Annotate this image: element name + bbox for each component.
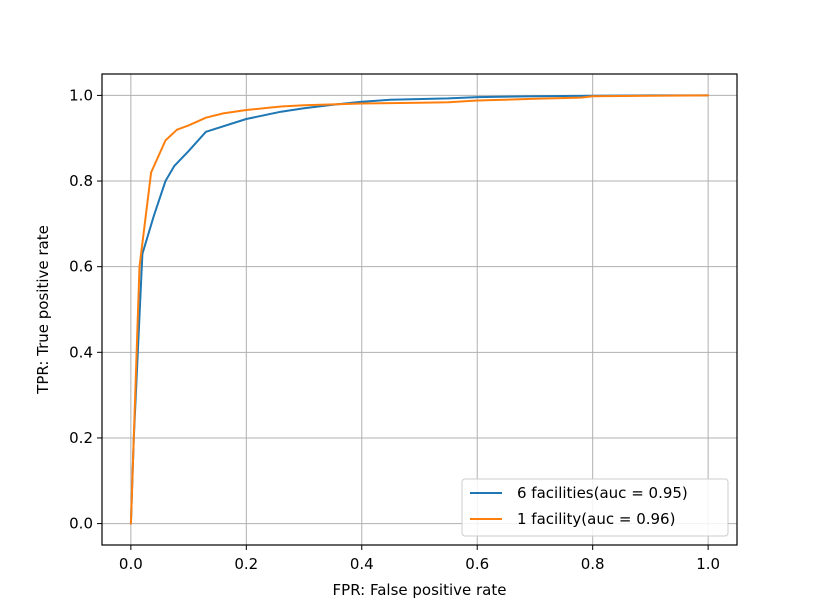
series-lines [129,94,710,525]
axis-ticks: 0.0 0.2 0.4 0.6 0.8 1.0 0.0 0.2 0.4 0.6 0.8 1.0 [69,86,720,573]
x-tick-label: 0.8 [581,555,605,573]
y-tick-label: 0.0 [69,515,93,533]
y-axis-label: TPR: True positive rate [34,225,52,395]
legend-label-2: 1 facility(auc = 0.96) [517,510,675,528]
x-tick-label: 0.0 [119,555,143,573]
x-tick-label: 0.2 [234,555,258,573]
x-axis-label: FPR: False positive rate [333,581,507,599]
grid-lines [102,74,737,545]
y-tick-label: 0.2 [69,429,93,447]
series-line-1 [129,94,710,525]
x-tick-label: 1.0 [696,555,720,573]
x-tick-label: 0.4 [350,555,374,573]
legend: 6 facilities(auc = 0.95) 1 facility(auc =… [461,478,729,537]
y-tick-label: 0.6 [69,258,93,276]
y-tick-label: 0.4 [69,343,93,361]
plot-frame [101,73,738,546]
legend-label-1: 6 facilities(auc = 0.95) [517,484,688,502]
legend-box [461,478,729,537]
x-tick-label: 0.6 [465,555,489,573]
series-line-2 [129,94,710,525]
y-tick-label: 0.8 [69,172,93,190]
y-tick-label: 1.0 [69,86,93,104]
